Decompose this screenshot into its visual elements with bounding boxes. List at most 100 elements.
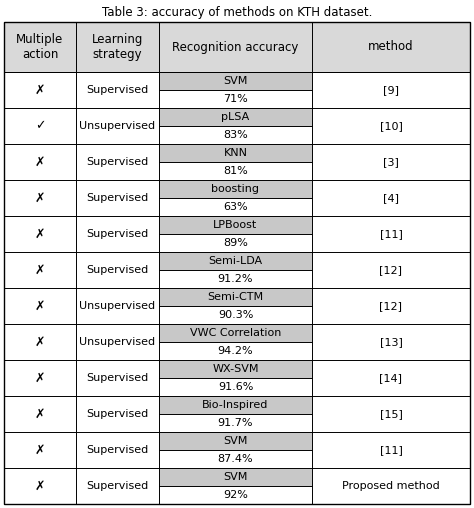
Text: ✗: ✗ bbox=[35, 335, 45, 348]
Text: Semi-CTM: Semi-CTM bbox=[208, 292, 264, 302]
Text: ✗: ✗ bbox=[35, 443, 45, 457]
Bar bbox=[76, 22, 159, 72]
Bar bbox=[312, 72, 470, 108]
Text: KNN: KNN bbox=[224, 148, 247, 158]
Bar bbox=[159, 306, 312, 324]
Text: [11]: [11] bbox=[380, 445, 402, 455]
Bar bbox=[4, 432, 76, 468]
Bar bbox=[312, 396, 470, 432]
Bar bbox=[312, 324, 470, 360]
Text: Supervised: Supervised bbox=[86, 229, 149, 239]
Text: 71%: 71% bbox=[223, 94, 248, 104]
Bar bbox=[76, 396, 159, 432]
Bar bbox=[4, 396, 76, 432]
Text: 81%: 81% bbox=[223, 166, 248, 176]
Bar bbox=[76, 216, 159, 252]
Bar bbox=[312, 288, 470, 324]
Text: Supervised: Supervised bbox=[86, 445, 149, 455]
Text: boosting: boosting bbox=[211, 184, 259, 194]
Text: ✗: ✗ bbox=[35, 407, 45, 421]
Bar bbox=[312, 108, 470, 144]
Bar bbox=[159, 378, 312, 396]
Bar bbox=[312, 144, 470, 180]
Text: method: method bbox=[368, 41, 414, 53]
Bar bbox=[76, 288, 159, 324]
Text: 90.3%: 90.3% bbox=[218, 310, 253, 320]
Bar bbox=[312, 252, 470, 288]
Text: VWC Correlation: VWC Correlation bbox=[190, 328, 281, 338]
Bar bbox=[159, 198, 312, 216]
Text: Proposed method: Proposed method bbox=[342, 481, 440, 491]
Text: 83%: 83% bbox=[223, 130, 248, 140]
Text: 91.6%: 91.6% bbox=[218, 382, 253, 392]
Text: ✗: ✗ bbox=[35, 192, 45, 205]
Bar bbox=[4, 252, 76, 288]
Text: ✗: ✗ bbox=[35, 228, 45, 240]
Bar bbox=[76, 252, 159, 288]
Bar bbox=[4, 72, 76, 108]
Bar bbox=[76, 324, 159, 360]
Text: [4]: [4] bbox=[383, 193, 399, 203]
Text: Unsupervised: Unsupervised bbox=[80, 337, 155, 347]
Text: [3]: [3] bbox=[383, 157, 399, 167]
Bar bbox=[159, 288, 312, 306]
Text: SVM: SVM bbox=[223, 76, 248, 86]
Bar bbox=[159, 432, 312, 450]
Bar bbox=[76, 360, 159, 396]
Bar bbox=[76, 144, 159, 180]
Text: ✗: ✗ bbox=[35, 155, 45, 169]
Bar bbox=[159, 414, 312, 432]
Text: ✗: ✗ bbox=[35, 83, 45, 97]
Bar bbox=[312, 468, 470, 504]
Text: SVM: SVM bbox=[223, 472, 248, 482]
Text: 87.4%: 87.4% bbox=[218, 454, 253, 464]
Bar bbox=[76, 72, 159, 108]
Text: [13]: [13] bbox=[380, 337, 402, 347]
Text: Supervised: Supervised bbox=[86, 157, 149, 167]
Bar bbox=[159, 72, 312, 90]
Bar bbox=[76, 180, 159, 216]
Text: pLSA: pLSA bbox=[221, 112, 250, 122]
Text: SVM: SVM bbox=[223, 436, 248, 446]
Text: Supervised: Supervised bbox=[86, 373, 149, 383]
Text: ✓: ✓ bbox=[35, 119, 45, 133]
Bar bbox=[159, 396, 312, 414]
Text: 91.7%: 91.7% bbox=[218, 418, 253, 428]
Text: Table 3: accuracy of methods on KTH dataset.: Table 3: accuracy of methods on KTH data… bbox=[102, 6, 372, 19]
Bar bbox=[4, 180, 76, 216]
Bar bbox=[312, 22, 470, 72]
Bar bbox=[159, 360, 312, 378]
Bar bbox=[159, 126, 312, 144]
Bar bbox=[4, 468, 76, 504]
Bar bbox=[159, 180, 312, 198]
Text: Recognition accuracy: Recognition accuracy bbox=[173, 41, 299, 53]
Text: 91.2%: 91.2% bbox=[218, 274, 253, 284]
Text: LPBoost: LPBoost bbox=[213, 220, 258, 230]
Text: ✗: ✗ bbox=[35, 371, 45, 385]
Text: [12]: [12] bbox=[380, 265, 402, 275]
Bar bbox=[159, 342, 312, 360]
Text: 94.2%: 94.2% bbox=[218, 346, 253, 356]
Bar bbox=[4, 216, 76, 252]
Text: 89%: 89% bbox=[223, 238, 248, 248]
Text: [15]: [15] bbox=[380, 409, 402, 419]
Text: [12]: [12] bbox=[380, 301, 402, 311]
Bar bbox=[76, 108, 159, 144]
Text: Supervised: Supervised bbox=[86, 193, 149, 203]
Text: ✗: ✗ bbox=[35, 300, 45, 312]
Bar bbox=[159, 450, 312, 468]
Text: [14]: [14] bbox=[380, 373, 402, 383]
Bar bbox=[159, 216, 312, 234]
Text: ✗: ✗ bbox=[35, 480, 45, 492]
Bar bbox=[159, 234, 312, 252]
Bar bbox=[312, 180, 470, 216]
Bar bbox=[312, 360, 470, 396]
Text: [9]: [9] bbox=[383, 85, 399, 95]
Text: 63%: 63% bbox=[223, 202, 248, 212]
Bar bbox=[4, 144, 76, 180]
Text: Bio-Inspired: Bio-Inspired bbox=[202, 400, 269, 410]
Text: Semi-LDA: Semi-LDA bbox=[209, 256, 263, 266]
Bar bbox=[4, 288, 76, 324]
Text: Supervised: Supervised bbox=[86, 481, 149, 491]
Bar bbox=[159, 22, 312, 72]
